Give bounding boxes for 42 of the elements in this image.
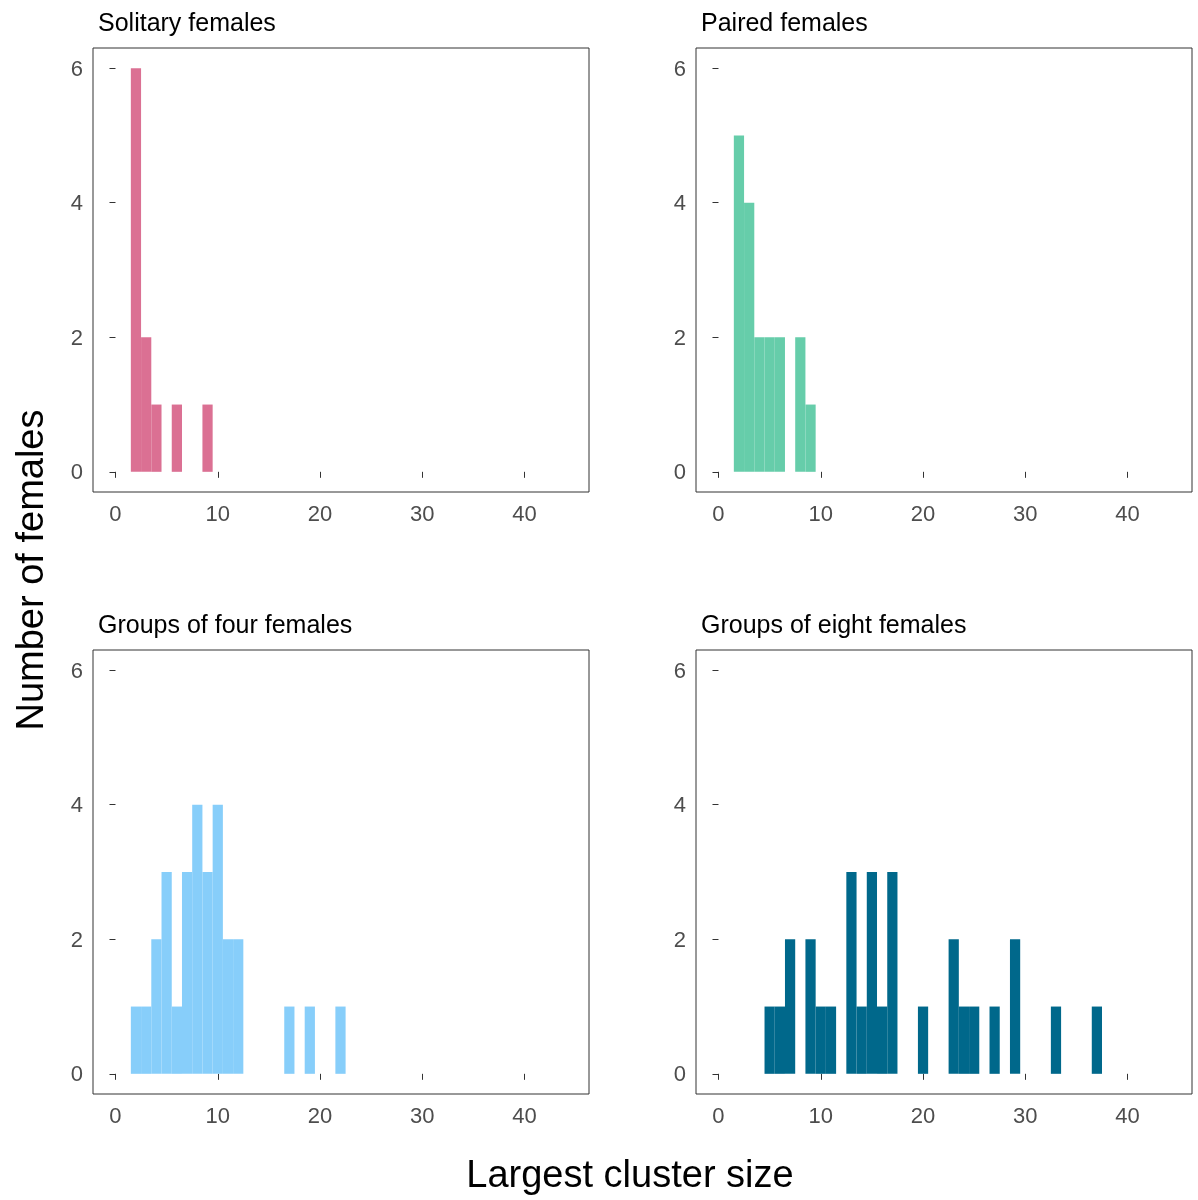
y-tick-label: 2: [673, 324, 686, 350]
x-tick-label: 0: [109, 500, 122, 526]
chart-title: Solitary females: [98, 7, 276, 36]
x-tick-label: 20: [910, 1102, 936, 1128]
x-tick-label: 40: [1115, 500, 1140, 526]
y-tick-label: 0: [70, 459, 83, 485]
y-tick-label: 2: [70, 926, 83, 952]
chart-title: Paired females: [701, 7, 868, 36]
chart-title: Groups of eight females: [701, 609, 967, 638]
y-tick-label: 0: [673, 459, 686, 485]
x-tick-label: 40: [1115, 1102, 1140, 1128]
x-tick-label: 10: [205, 500, 231, 526]
chart-title: Groups of four females: [98, 609, 353, 638]
y-tick-label: 2: [70, 324, 83, 350]
x-tick-label: 40: [512, 500, 537, 526]
y-tick-label: 6: [70, 657, 83, 683]
y-tick-label: 6: [673, 55, 686, 81]
x-tick-label: 30: [410, 1102, 435, 1128]
y-tick-label: 6: [673, 657, 686, 683]
x-axis-title: Largest cluster size: [466, 1152, 794, 1196]
y-axis-title: Number of females: [8, 409, 52, 731]
y-tick-label: 0: [673, 1061, 686, 1087]
x-tick-label: 20: [910, 500, 936, 526]
x-tick-label: 0: [712, 1102, 725, 1128]
y-tick-label: 4: [70, 792, 83, 818]
x-tick-label: 40: [512, 1102, 537, 1128]
y-tick-label: 2: [673, 926, 686, 952]
y-tick-label: 6: [70, 55, 83, 81]
y-tick-label: 4: [673, 190, 686, 216]
y-tick-label: 0: [70, 1061, 83, 1087]
x-tick-label: 20: [307, 1102, 333, 1128]
x-tick-label: 10: [205, 1102, 231, 1128]
y-tick-label: 4: [673, 792, 686, 818]
x-tick-label: 10: [808, 500, 834, 526]
x-tick-label: 30: [1013, 1102, 1038, 1128]
x-tick-label: 30: [410, 500, 435, 526]
x-tick-label: 0: [109, 1102, 122, 1128]
y-tick-label: 4: [70, 190, 83, 216]
x-tick-label: 20: [307, 500, 333, 526]
x-tick-label: 10: [808, 1102, 834, 1128]
x-tick-label: 0: [712, 500, 725, 526]
x-tick-label: 30: [1013, 500, 1038, 526]
